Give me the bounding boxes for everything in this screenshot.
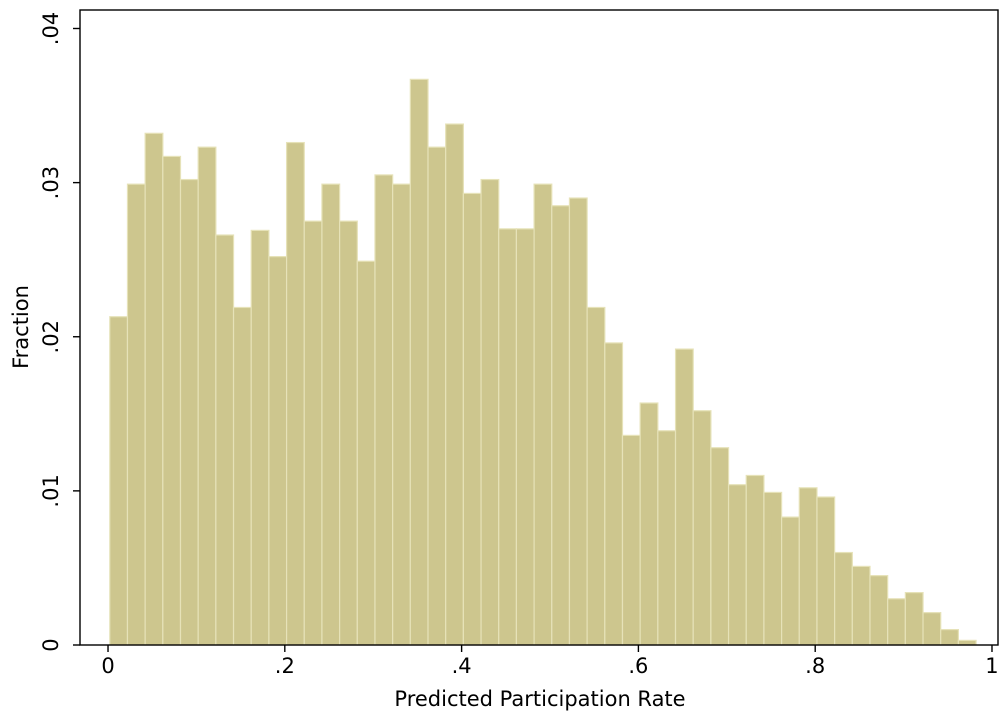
bar	[604, 342, 624, 646]
x-tick-label: .8	[805, 654, 825, 678]
x-tick-label: 0	[101, 654, 114, 678]
y-tick-label: .02	[39, 320, 63, 353]
bar	[250, 229, 270, 646]
bar	[480, 178, 500, 646]
bar	[232, 306, 252, 646]
bar	[816, 496, 836, 646]
bar	[197, 146, 217, 646]
bar	[374, 174, 394, 646]
bar	[674, 348, 694, 646]
bar	[834, 551, 853, 646]
bar	[781, 516, 800, 646]
bar	[639, 402, 659, 646]
bar	[586, 306, 606, 646]
bar	[904, 591, 924, 646]
bar	[851, 565, 871, 646]
bar	[392, 183, 411, 646]
y-tick-label: .03	[39, 166, 63, 199]
bar	[462, 192, 482, 646]
bar	[922, 612, 942, 646]
bar	[126, 183, 146, 646]
bar	[215, 234, 235, 646]
bar	[940, 628, 959, 646]
bar	[727, 484, 747, 646]
bar	[621, 434, 641, 646]
bar	[179, 178, 199, 646]
x-tick-label: 1	[985, 654, 998, 678]
bar	[887, 598, 906, 646]
bar	[498, 228, 518, 646]
y-tick-label: 0	[39, 638, 63, 651]
bar	[515, 228, 535, 646]
y-tick-label: .01	[39, 474, 63, 507]
bar	[710, 447, 730, 646]
bar	[798, 487, 818, 646]
bar	[268, 256, 288, 646]
bar	[692, 410, 712, 646]
bar	[445, 123, 464, 646]
bar	[869, 575, 889, 646]
bar	[162, 155, 182, 646]
x-tick-label: .2	[275, 654, 295, 678]
bar	[657, 430, 677, 646]
x-axis-label: Predicted Participation Rate	[394, 687, 685, 711]
y-tick-label: .04	[39, 12, 63, 45]
x-tick-label: .4	[452, 654, 472, 678]
bar	[356, 260, 376, 646]
bar	[303, 220, 323, 646]
bar	[745, 474, 765, 646]
bar	[427, 146, 447, 646]
bar	[551, 205, 571, 646]
y-axis-label: Fraction	[9, 285, 33, 369]
bar	[321, 183, 341, 646]
bar	[533, 183, 553, 646]
bar	[144, 132, 164, 646]
bar	[568, 197, 588, 646]
bar	[763, 491, 783, 646]
bar	[109, 316, 129, 646]
bar	[409, 78, 429, 646]
x-tick-label: .6	[628, 654, 648, 678]
bar	[285, 141, 305, 646]
plot-frame	[79, 9, 999, 646]
bar	[339, 220, 358, 646]
